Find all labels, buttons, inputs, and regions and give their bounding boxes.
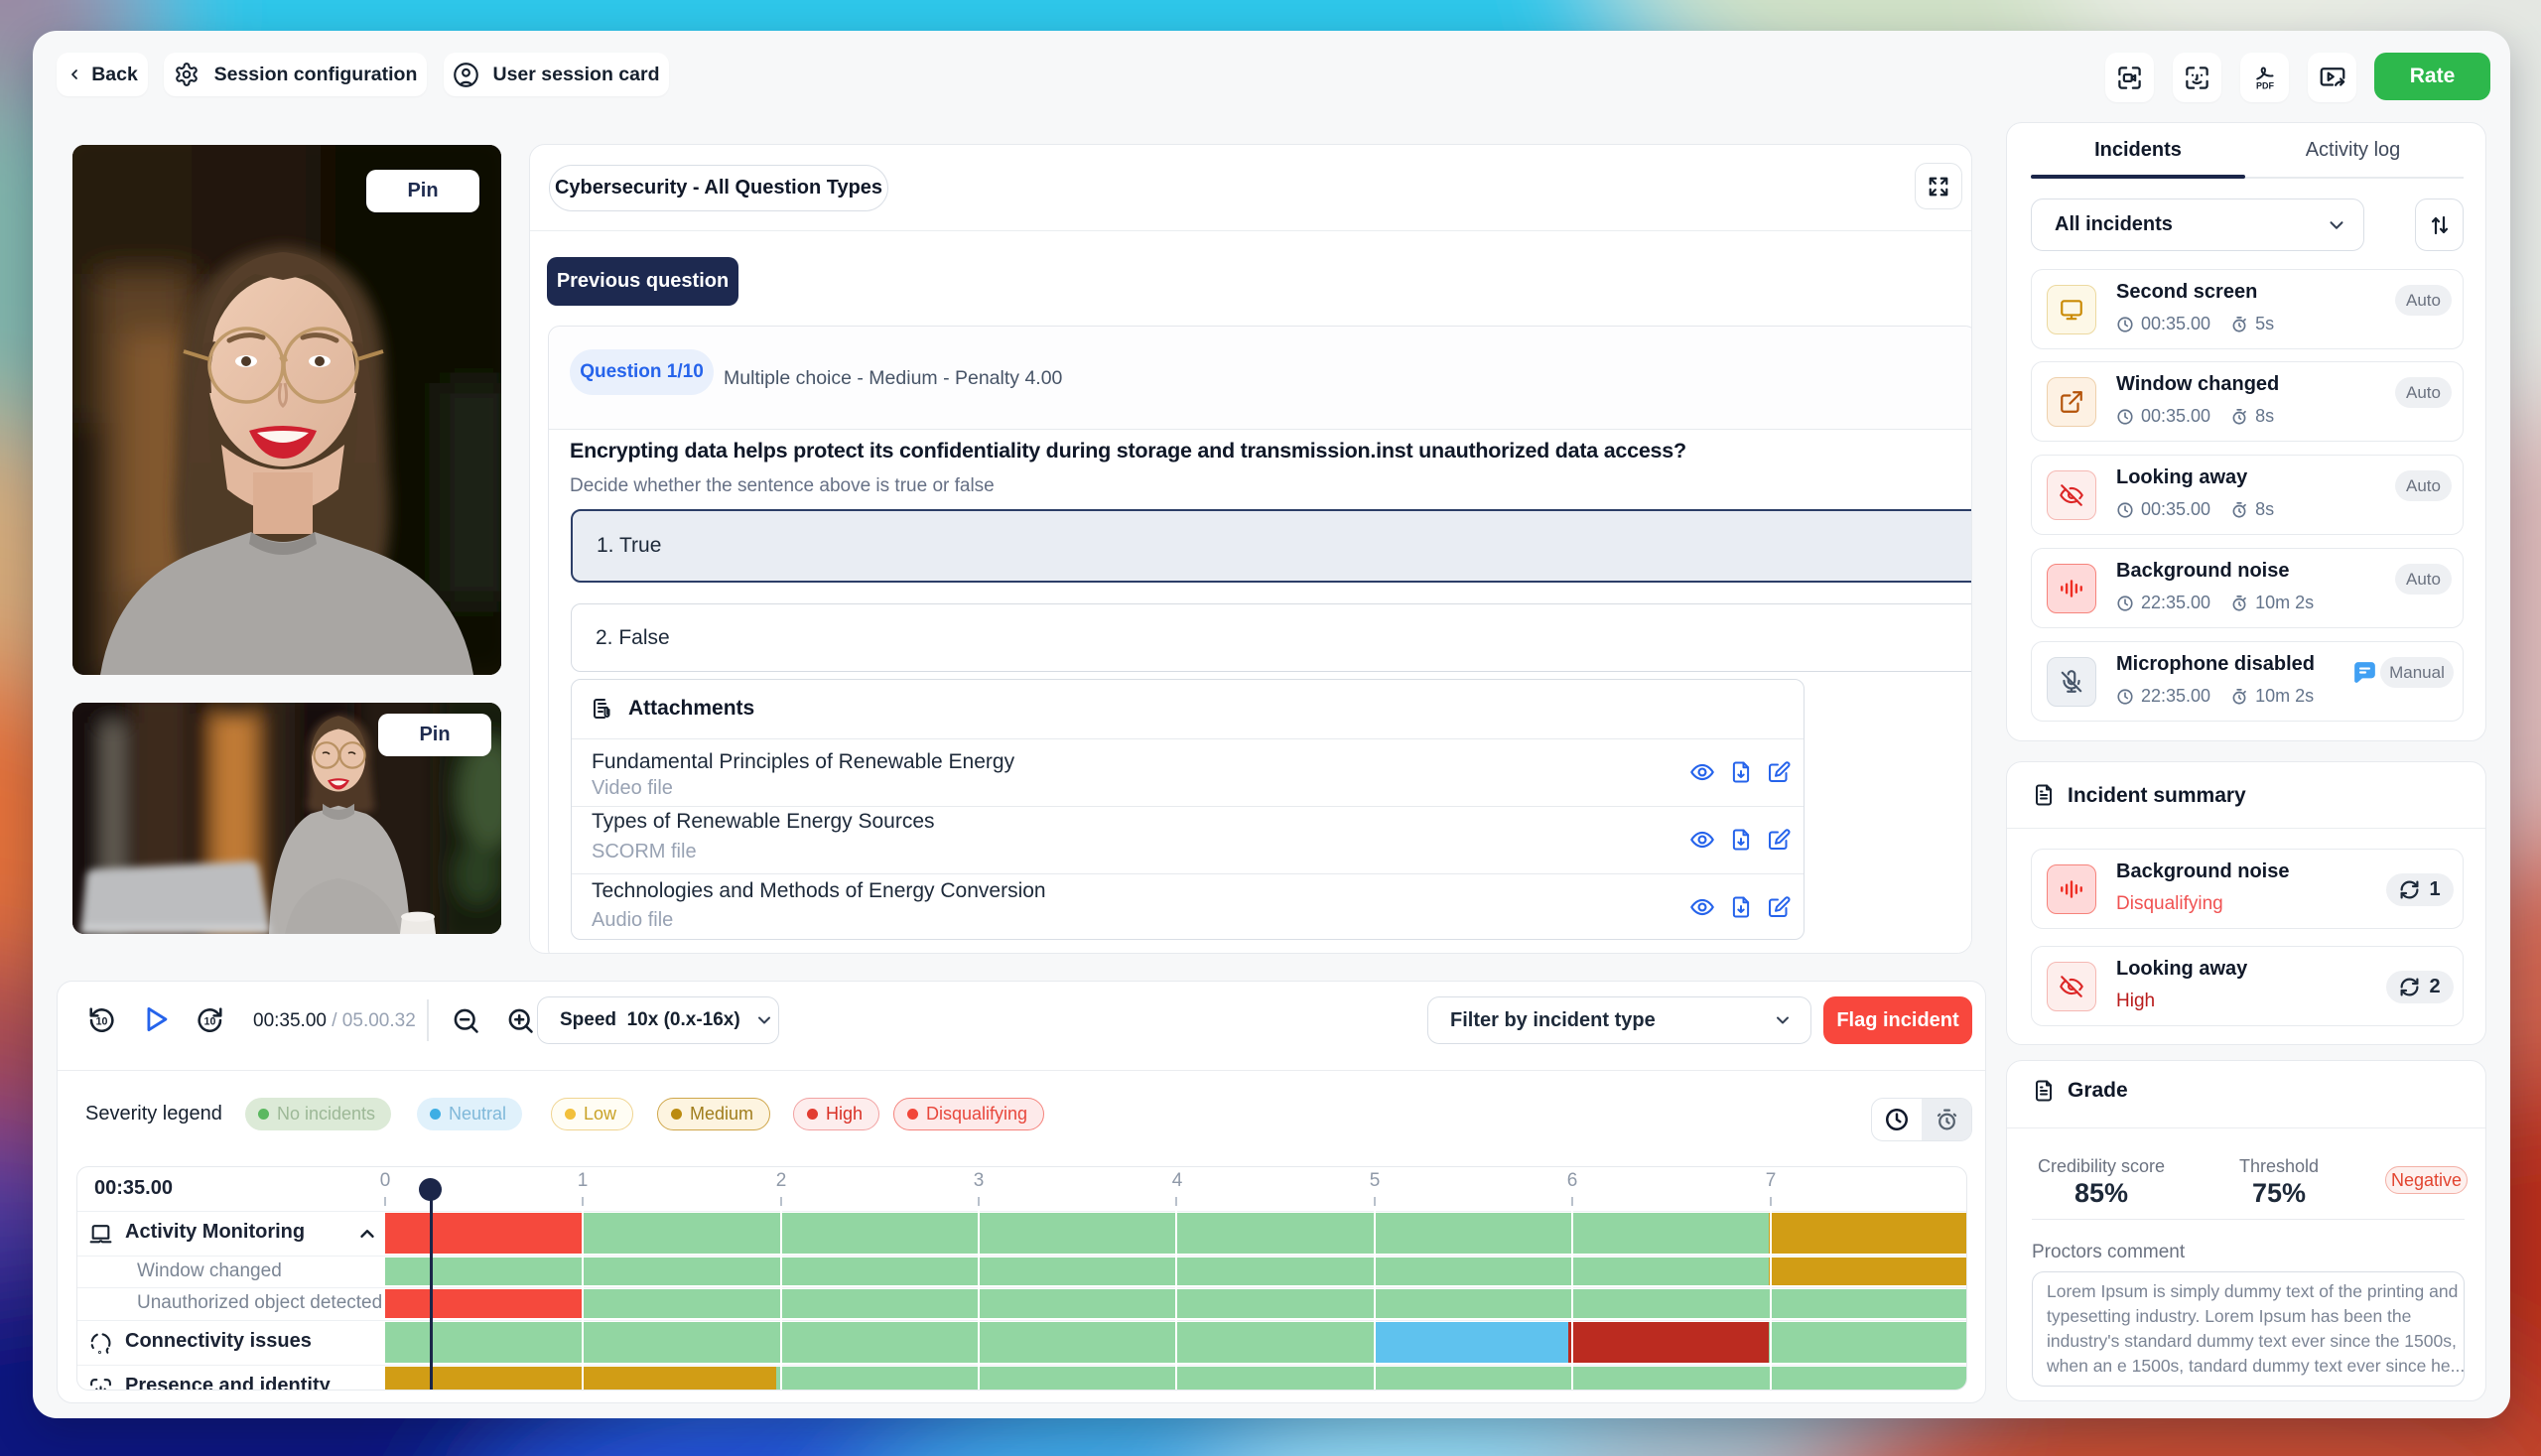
svg-text:PDF: PDF <box>2256 81 2275 91</box>
svg-text:10: 10 <box>204 1015 216 1027</box>
svg-text:10: 10 <box>96 1015 108 1027</box>
